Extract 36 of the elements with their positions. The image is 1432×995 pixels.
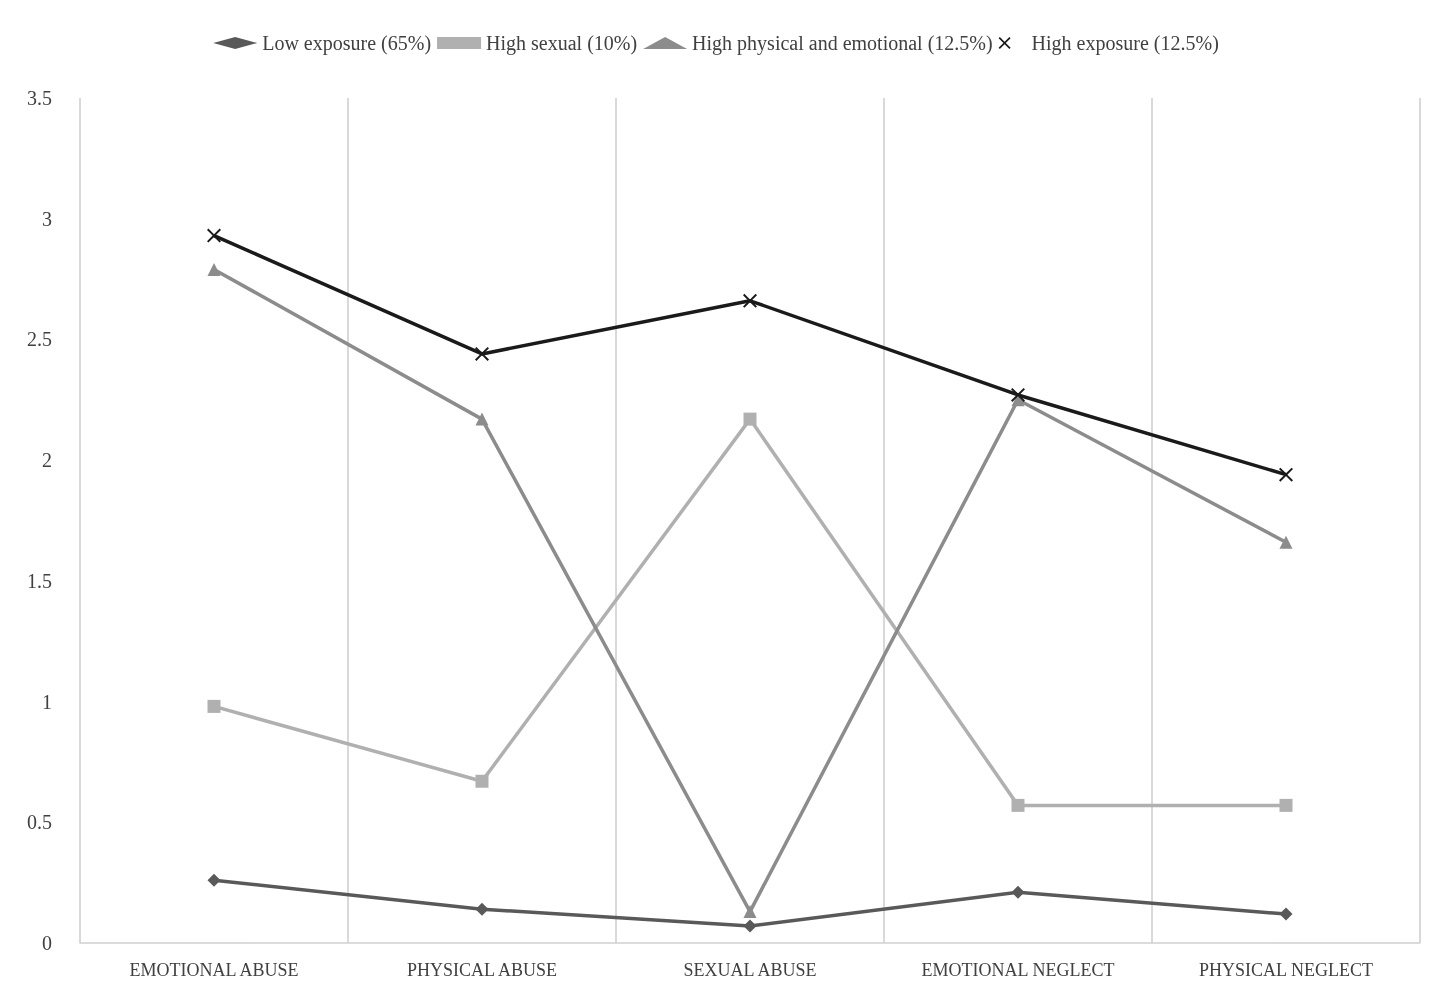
point [1279, 467, 1293, 482]
x-tick-label: EMOTIONAL NEGLECT [921, 960, 1115, 980]
point [1279, 535, 1293, 549]
point [743, 293, 757, 308]
point [475, 774, 489, 788]
legend-label: High sexual (10%) [486, 32, 638, 55]
y-tick-label: 3 [42, 207, 52, 230]
point [1279, 798, 1293, 812]
point [1011, 798, 1025, 812]
point [207, 228, 221, 243]
point [1011, 885, 1025, 899]
y-tick-label: 0.5 [27, 811, 52, 834]
point [475, 902, 489, 916]
point [743, 905, 757, 919]
point [475, 346, 489, 361]
point [1011, 387, 1025, 402]
x-tick-label: EMOTIONAL ABUSE [129, 960, 299, 980]
point [207, 262, 221, 276]
legend-label: High exposure (12.5%) [1031, 32, 1219, 55]
point [475, 412, 489, 426]
legend-label: Low exposure (65%) [262, 32, 432, 55]
y-tick-label: 3.5 [27, 87, 52, 109]
y-tick-label: 1 [42, 690, 52, 713]
y-tick-label: 0 [42, 932, 52, 954]
y-tick-label: 1.5 [27, 569, 52, 592]
x-tick-label: SEXUAL ABUSE [683, 960, 817, 980]
point [207, 699, 221, 713]
point [1279, 907, 1293, 921]
point [743, 919, 757, 933]
x-tick-label: PHYSICAL ABUSE [407, 960, 557, 980]
x-tick-label: PHYSICAL NEGLECT [1199, 960, 1373, 980]
point [207, 873, 221, 887]
point [743, 412, 757, 426]
y-tick-label: 2 [42, 449, 52, 472]
y-tick-label: 2.5 [27, 328, 52, 351]
legend-label: High physical and emotional (12.5%) [692, 32, 993, 55]
